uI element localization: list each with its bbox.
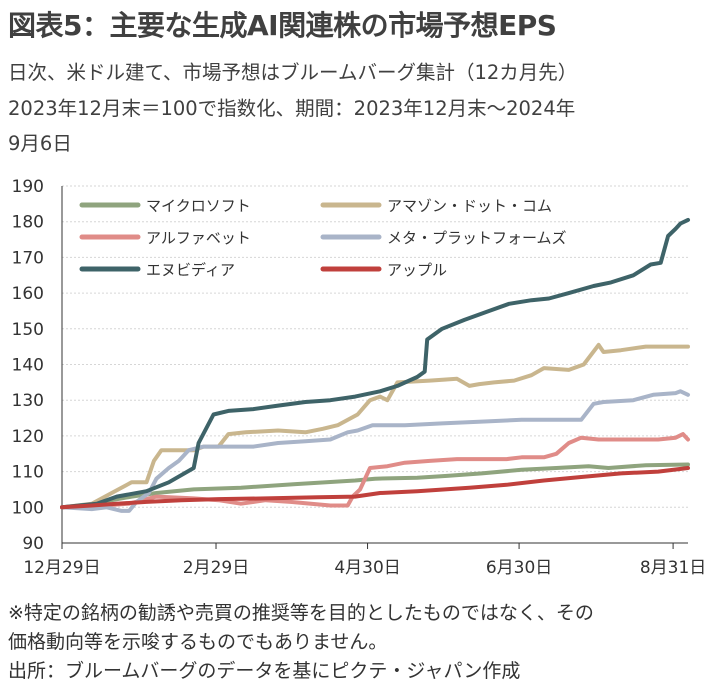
legend-label-0: マイクロソフト <box>146 197 251 215</box>
series-line-2 <box>60 432 690 510</box>
y-tick-label-170: 170 <box>12 248 44 268</box>
y-tick-label-100: 100 <box>12 498 44 518</box>
series-line-5 <box>60 466 690 510</box>
y-tick-label-90: 90 <box>22 534 44 554</box>
disclaimer-line-1: ※特定の銘柄の勧誘や売買の推奨等を目的としたものではなく、その <box>8 602 594 624</box>
series-line-3 <box>60 389 690 513</box>
series-line-1 <box>60 342 690 510</box>
x-tick-label-4: 8月31日 <box>640 558 706 578</box>
x-tick-label-0: 12月29日 <box>23 558 100 578</box>
series-line-4 <box>60 217 690 510</box>
y-tick-label-160: 160 <box>12 284 44 304</box>
legend-label-2: アルファベット <box>146 229 251 247</box>
x-tick-label-2: 4月30日 <box>334 558 400 578</box>
legend-label-5: アップル <box>387 261 447 279</box>
legend-label-1: アマゾン・ドット・コム <box>387 197 552 215</box>
y-tick-label-180: 180 <box>12 213 44 233</box>
page-title: 図表5：主要な生成AI関連株の市場予想EPS <box>8 9 557 42</box>
legend-label-3: メタ・プラットフォームズ <box>387 229 567 247</box>
subtitle-line-3: 9月6日 <box>8 132 72 155</box>
y-tick-label-140: 140 <box>12 356 44 376</box>
subtitle-line-2: 2023年12月末＝100で指数化、期間：2023年12月末～2024年 <box>8 97 576 120</box>
y-tick-label-190: 190 <box>12 177 44 197</box>
x-tick-label-1: 2月29日 <box>183 558 249 578</box>
y-tick-label-110: 110 <box>12 463 44 483</box>
y-tick-label-150: 150 <box>12 320 44 340</box>
y-tick-label-120: 120 <box>12 427 44 447</box>
source-note: 出所：ブルームバーグのデータを基にピクテ・ジャパン作成 <box>8 660 521 682</box>
x-tick-label-3: 6月30日 <box>486 558 552 578</box>
disclaimer-line-2: 価格動向等を示唆するものでもありません。 <box>8 631 388 653</box>
y-tick-label-130: 130 <box>12 391 44 411</box>
subtitle-line-1: 日次、米ドル建て、市場予想はブルームバーグ集計（12カ月先） <box>8 61 578 84</box>
series-line-0 <box>60 462 690 510</box>
legend-label-4: エヌビディア <box>146 261 235 279</box>
